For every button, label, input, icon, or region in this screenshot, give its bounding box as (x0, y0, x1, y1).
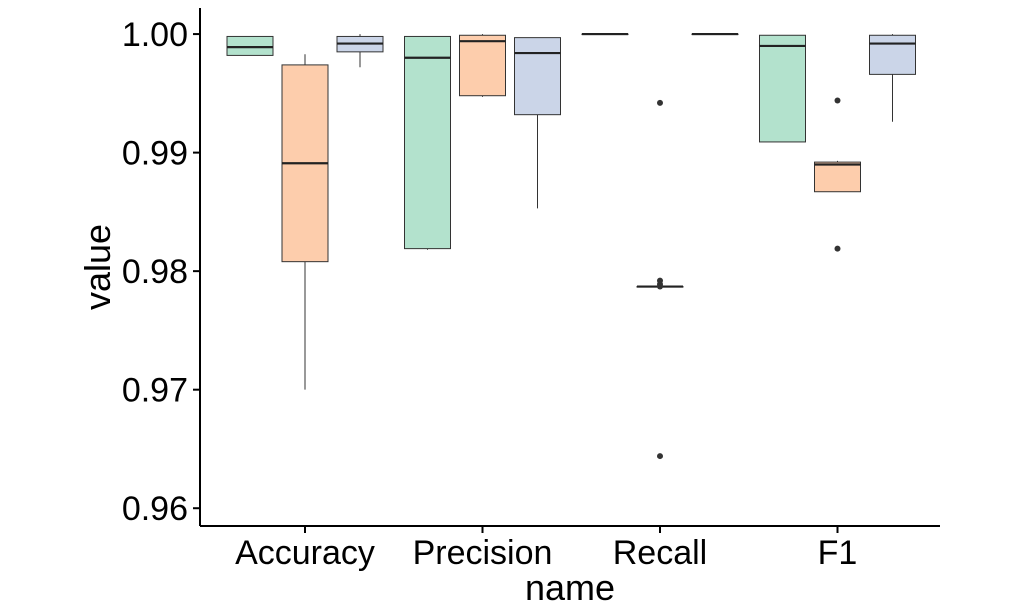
plot-area (226, 32, 916, 460)
box (869, 34, 916, 75)
box (759, 34, 806, 143)
x-axis-title: name (525, 567, 615, 608)
x-tick-label: Precision (413, 534, 553, 572)
outlier-point (834, 97, 841, 104)
y-tick-label: 1.00 (122, 16, 188, 54)
box (226, 35, 274, 56)
x-tick-label: Accuracy (235, 534, 375, 572)
box (404, 35, 451, 250)
y-tick-label: 0.99 (122, 135, 188, 173)
box-group-accuracy (226, 34, 384, 390)
x-tick-label: Recall (613, 534, 707, 572)
box-group-f1 (759, 34, 916, 252)
y-tick-label: 0.98 (122, 253, 188, 291)
x-axis-ticks: Accuracy Precision Recall F1 (235, 526, 857, 572)
outlier-point (657, 453, 663, 460)
y-axis-title: value (77, 224, 118, 310)
box-group-recall (581, 32, 739, 460)
y-tick-label: 0.96 (122, 490, 188, 528)
outlier-point (834, 245, 841, 252)
x-tick-label: F1 (818, 534, 858, 572)
y-axis-ticks: 0.96 0.97 0.98 0.99 1.00 (122, 16, 200, 528)
box (514, 37, 561, 116)
box (814, 161, 861, 193)
box-group-precision (404, 34, 561, 250)
outlier-point (657, 283, 663, 290)
outlier-point (657, 99, 663, 106)
y-tick-label: 0.97 (122, 372, 188, 410)
box (459, 34, 506, 97)
